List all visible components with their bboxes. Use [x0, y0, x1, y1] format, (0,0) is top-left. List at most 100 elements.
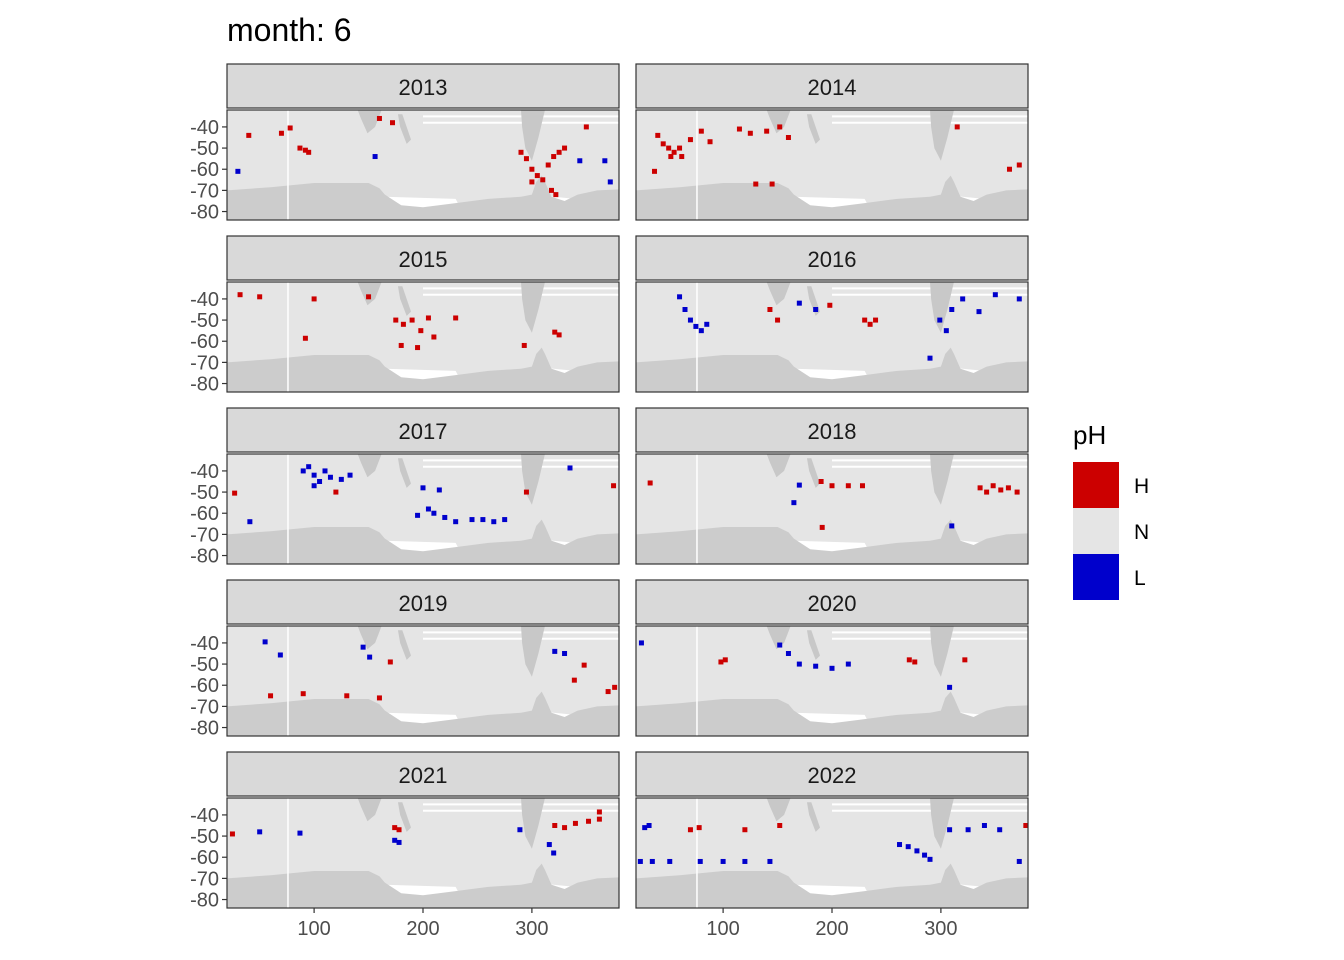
ph-cell-L [502, 517, 508, 523]
ph-cell-H [647, 480, 653, 486]
ph-cell-L [646, 823, 652, 828]
ph-cell-L [392, 837, 398, 843]
ph-cell-L [791, 500, 797, 506]
ph-cell-H [583, 124, 589, 130]
facet-strip-label: 2018 [808, 419, 857, 444]
facet-2022: 2022 100 200 300 [635, 751, 1029, 940]
ph-cell-L [947, 827, 953, 833]
y-tick-label: -70 [190, 352, 219, 374]
ph-cell-L [311, 472, 317, 478]
ph-cell-H [777, 124, 783, 130]
ph-cell-H [311, 296, 317, 302]
ph-cell-H [698, 128, 704, 134]
ph-cell-L [347, 472, 353, 478]
facet-strip-label: 2015 [399, 247, 448, 272]
africa-landmass [357, 454, 382, 478]
ph-cell-H [418, 328, 424, 334]
ph-cell-L [785, 651, 791, 656]
ph-cell-H [586, 818, 592, 824]
y-tick-label: -40 [190, 805, 219, 827]
ph-cell-H [679, 154, 685, 160]
x-tick-label: 100 [297, 918, 330, 940]
ph-cell-H [827, 302, 833, 308]
ph-cell-H [767, 307, 773, 312]
ph-cell-L [693, 323, 699, 329]
facet-strip [635, 751, 1029, 797]
africa-landmass [766, 110, 791, 134]
ph-cell-H [742, 827, 748, 833]
facet-2018: 2018 [635, 407, 1029, 565]
facet-strip [635, 235, 1029, 281]
y-tick-label: -50 [190, 654, 219, 676]
ph-cell-H [387, 659, 393, 665]
ph-cell-H [551, 154, 557, 160]
ph-cell-L [949, 307, 955, 312]
antarctica-landmass [636, 519, 1028, 564]
new-zealand-landmass [806, 802, 821, 832]
map-panel [227, 454, 619, 564]
ph-cell-L [567, 465, 573, 471]
ph-cell-H [660, 141, 666, 147]
ph-cell-L [704, 321, 710, 327]
south-america-landmass [930, 282, 954, 333]
legend: pH HNL [1073, 420, 1149, 600]
y-tick-label: -50 [190, 310, 219, 332]
ph-cell-H [278, 130, 284, 136]
ph-cell-L [442, 514, 448, 520]
ph-cell-H [562, 145, 568, 151]
antarctica-landmass [227, 347, 619, 392]
ph-cell-L [981, 823, 987, 828]
antarctica-landmass [227, 691, 619, 736]
ph-cell-H [596, 816, 602, 822]
ph-cell-L [937, 317, 943, 323]
ph-cell-H [873, 317, 879, 323]
y-tick-label: -80 [190, 546, 219, 568]
ph-cell-L [897, 842, 903, 848]
africa-landmass [766, 798, 791, 822]
chart-title: month: 6 [227, 12, 352, 48]
ph-cell-H [302, 335, 308, 341]
ph-cell-H [859, 483, 865, 489]
ph-cell-L [420, 485, 426, 491]
ph-cell-L [469, 517, 475, 523]
ph-cell-H [425, 315, 431, 321]
south-america-landmass [930, 626, 954, 677]
x-tick-label: 100 [706, 918, 739, 940]
ph-cell-L [687, 317, 693, 323]
ph-cell-L [997, 827, 1003, 833]
ph-cell-L [491, 519, 497, 525]
ph-cell-L [976, 309, 982, 315]
ph-cell-H [300, 691, 306, 697]
ph-cell-L [322, 468, 328, 474]
map-panel [636, 454, 1028, 564]
ph-cell-H [523, 156, 529, 162]
facet-2017: 2017 -40-50-60-70-80 [190, 407, 620, 568]
ph-cell-L [551, 850, 557, 856]
ph-cell-L [367, 654, 373, 660]
y-tick-label: -80 [190, 202, 219, 224]
ph-cell-L [257, 829, 263, 835]
antarctica-landmass [636, 863, 1028, 908]
ph-cell-L [436, 487, 442, 493]
facet-2013: 2013 -40-50-60-70-80 [190, 63, 620, 224]
y-tick-label: -80 [190, 374, 219, 396]
panel-border [226, 281, 620, 393]
facet-2019: 2019 -40-50-60-70-80 [190, 579, 620, 740]
ph-cell-H [552, 329, 558, 335]
ph-cell-H [818, 479, 824, 484]
ph-cell-L [698, 328, 704, 334]
ph-cell-H [605, 689, 611, 695]
ph-cell-H [393, 317, 399, 323]
ph-cell-H [612, 684, 618, 690]
ph-cell-L [960, 296, 966, 302]
antarctica-landmass [636, 347, 1028, 392]
x-tick-label: 200 [815, 918, 848, 940]
ph-cell-L [317, 479, 323, 484]
ph-cell-H [611, 483, 617, 489]
south-america-landmass [521, 798, 545, 849]
ph-cell-L [247, 519, 253, 525]
ph-cell-H [545, 162, 551, 168]
ph-cell-L [300, 468, 306, 474]
facet-strip-label: 2021 [399, 763, 448, 788]
